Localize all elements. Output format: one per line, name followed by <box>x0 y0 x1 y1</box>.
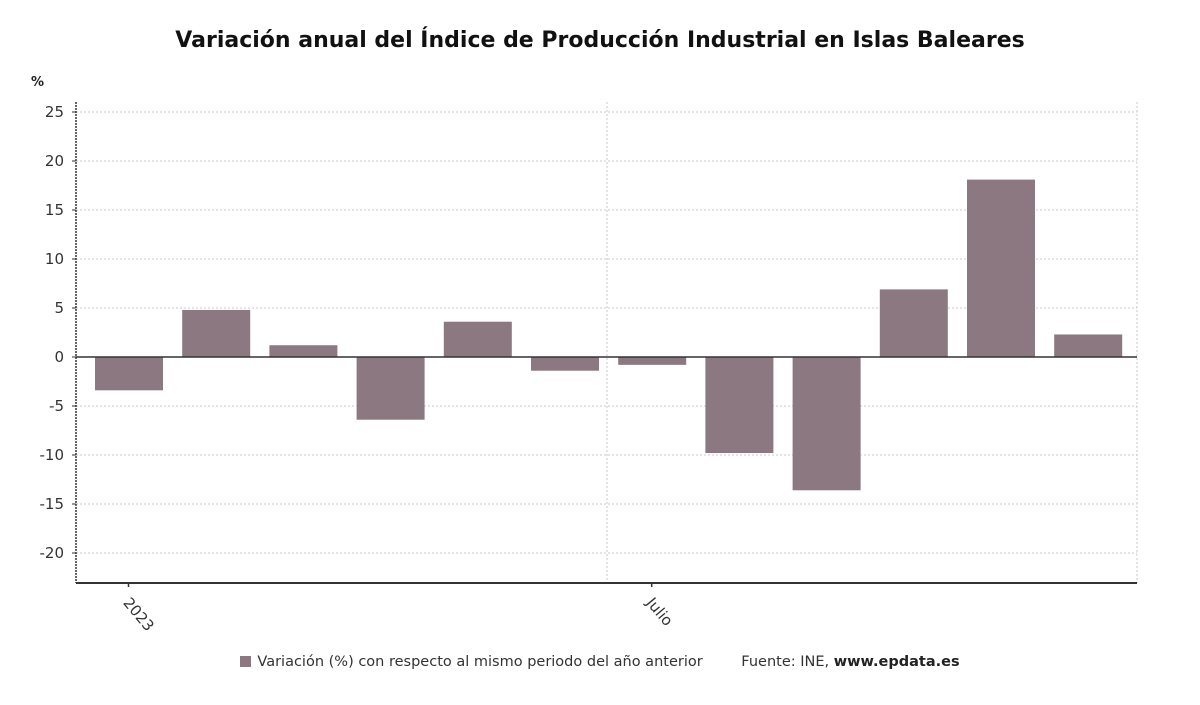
y-tick-label: 20 <box>45 152 64 170</box>
y-axis-unit-label: % <box>31 75 45 90</box>
y-tick-label: 25 <box>45 103 64 121</box>
chart-title: Variación anual del Índice de Producción… <box>175 28 1025 53</box>
bar <box>356 357 425 420</box>
bar <box>618 357 687 365</box>
bar <box>95 357 163 391</box>
bar <box>182 309 251 357</box>
y-tick-label: -20 <box>40 544 65 562</box>
y-tick-label: -5 <box>49 397 64 415</box>
y-tick-label: -15 <box>40 495 65 513</box>
bar <box>705 357 774 454</box>
x-tick-label: Julio <box>642 593 677 629</box>
y-tick-label: 10 <box>45 250 64 268</box>
source-site: www.epdata.es <box>833 654 960 670</box>
bar <box>792 357 861 491</box>
legend-swatch <box>240 656 252 667</box>
legend: Variación (%) con respecto al mismo peri… <box>0 654 1200 670</box>
x-tick-label: 2023 <box>119 594 157 635</box>
bar <box>879 289 948 357</box>
bars <box>95 179 1123 491</box>
y-tick-label: 15 <box>45 201 64 219</box>
bar <box>1054 334 1123 357</box>
source-prefix: Fuente: INE, <box>741 654 834 670</box>
y-tick-label: 5 <box>54 299 64 317</box>
axes <box>75 102 1137 584</box>
y-tick-label: 0 <box>54 348 64 366</box>
bar <box>443 321 512 357</box>
legend-label: Variación (%) con respecto al mismo peri… <box>257 654 703 670</box>
source-note: Fuente: INE, www.epdata.es <box>741 654 959 670</box>
bar <box>269 345 338 357</box>
bar <box>531 357 599 371</box>
gridlines <box>76 102 1138 583</box>
bar <box>967 179 1035 357</box>
y-axis-ticks: 25 20 15 10 5 0 -5 -10 -15 -20 <box>40 103 76 562</box>
x-axis-ticks: 2023 Julio <box>119 583 677 635</box>
y-tick-label: -10 <box>40 446 65 464</box>
